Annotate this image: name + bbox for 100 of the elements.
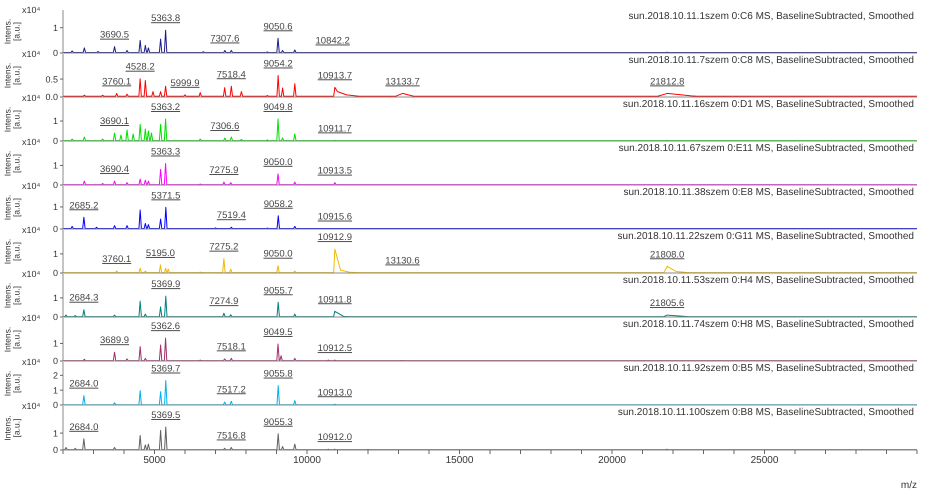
y-axis-title: Intens. [a.u.]	[2, 370, 22, 396]
y-tick-label: 1	[52, 22, 58, 33]
annotation: 10842.2	[316, 35, 350, 46]
text: x10⁴	[22, 225, 40, 235]
annotation: 3760.1	[102, 254, 132, 266]
y-axis-title: Intens. [a.u.]	[2, 106, 22, 132]
x-axis-title: m/z	[900, 480, 917, 491]
annotation: 7516.8	[216, 430, 246, 442]
x-tick-label: 20000	[598, 455, 626, 466]
annotation: 5369.5	[151, 410, 180, 421]
annotation: 9050.0	[263, 156, 293, 168]
y-axis-title: Intens. [a.u.]	[2, 282, 22, 308]
text: x10⁴	[22, 357, 40, 367]
annotation: 5363.2	[151, 102, 180, 113]
annotation: 21805.6	[650, 298, 684, 310]
y-tick-label: 0	[52, 136, 58, 146]
annotation: 3690.4	[100, 164, 130, 176]
annotation: 10911.7	[318, 123, 352, 134]
chart-title: sun.2018.10.11.100szem 0:B8 MS, BaselineSubtracted, Smoothed	[618, 407, 914, 418]
annotation: 13133.7	[385, 76, 420, 88]
y-axis-title: Intens. [a.u.]	[2, 326, 22, 352]
y-tick-label: 0.5	[45, 74, 58, 84]
y-axis-title: Intens. [a.u.]	[2, 238, 22, 264]
y-tick-label: 0	[52, 445, 58, 456]
annotation: 21808.0	[650, 249, 684, 260]
y-tick-label: 0	[52, 356, 58, 366]
annotation: 7518.1	[216, 341, 246, 352]
y-tick-label: 1	[52, 160, 58, 171]
y-tick-label: 0.0	[45, 92, 58, 102]
annotation: 7275.9	[209, 165, 238, 176]
y-tick-label: 1	[52, 385, 58, 396]
annotation: 9055.3	[264, 416, 293, 428]
chart-title: sun.2018.10.11.67szem 0:E11 MS, BaselineSubtracted, Smoothed	[618, 143, 914, 154]
annotation: 3690.5	[100, 30, 130, 41]
annotation: 7275.2	[209, 242, 238, 253]
annotation: 7306.6	[210, 121, 240, 132]
annotation: 5371.5	[151, 190, 180, 202]
y-tick-label: 0	[52, 312, 58, 322]
x-tick-label: 25000	[750, 455, 779, 466]
annotation: 5999.9	[170, 78, 200, 89]
annotation: 5363.8	[151, 13, 180, 24]
chart-title: sun.2018.10.11.7szem 0:C8 MS, BaselineSubtracted, Smoothed	[628, 55, 914, 66]
annotation: 2684.0	[69, 422, 98, 433]
annotation: 5195.0	[146, 248, 175, 259]
x-tick-label: 15000	[446, 455, 474, 466]
chart-title: sun.2018.10.11.38szem 0:E8 MS, BaselineSubtracted, Smoothed	[623, 187, 914, 198]
annotation: 3690.1	[100, 116, 130, 127]
y-axis-title: Intens. [a.u.]	[2, 62, 22, 88]
text: x10⁴	[22, 49, 40, 59]
y-axis-title: Intens. [a.u.]	[2, 415, 22, 441]
chart-title: sun.2018.10.11.22szem 0:G11 MS, BaselineSubtracted, Smoothed	[618, 231, 914, 242]
y-tick-label: 1	[52, 428, 58, 438]
annotation: 10912.9	[318, 232, 352, 244]
annotation: 9050.0	[263, 248, 293, 260]
annotation: 9049.5	[263, 326, 293, 338]
text: x10⁴	[22, 5, 40, 15]
annotation: 9055.7	[264, 285, 293, 296]
y-tick-label: 1	[52, 116, 58, 126]
annotation: 9058.2	[264, 198, 293, 210]
annotation: 9055.8	[264, 368, 293, 380]
annotation: 7519.4	[216, 210, 246, 222]
text: x10⁴	[22, 93, 40, 103]
y-tick-label: 0	[52, 48, 58, 58]
annotation: 10912.5	[318, 343, 352, 354]
x-tick-label: 10000	[293, 455, 322, 466]
annotation: 3760.1	[102, 76, 132, 88]
annotation: 10915.6	[318, 212, 352, 223]
text: x10⁴	[22, 181, 40, 191]
y-tick-label: 0	[52, 180, 58, 190]
text: x10⁴	[22, 137, 40, 147]
annotation: 9050.6	[264, 21, 293, 32]
annotation: 2685.2	[69, 200, 98, 212]
chart-title: sun.2018.10.11.16szem 0:D1 MS, BaselineSubtracted, Smoothed	[622, 99, 914, 110]
annotation: 10911.8	[318, 294, 352, 306]
annotation: 9054.2	[264, 58, 293, 70]
annotation: 7518.4	[216, 69, 246, 80]
y-tick-label: 1	[52, 338, 58, 349]
y-tick-label: 0	[52, 400, 58, 410]
annotation: 7274.9	[209, 296, 238, 308]
y-tick-label: 2	[52, 370, 58, 381]
annotation: 5369.9	[151, 279, 180, 290]
annotation: 9049.8	[263, 102, 293, 113]
annotation: 10913.7	[318, 70, 352, 82]
y-axis-title: Intens. [a.u.]	[2, 150, 22, 176]
annotation: 10913.5	[318, 166, 352, 177]
y-tick-label: 0	[52, 268, 58, 278]
chart-title: sun.2018.10.11.92szem 0:B5 MS, BaselineSubtracted, Smoothed	[623, 363, 914, 374]
y-tick-label: 0	[52, 224, 58, 234]
annotation: 13130.6	[385, 255, 420, 266]
y-tick-label: 1	[52, 293, 58, 304]
y-tick-label: 1	[52, 249, 58, 260]
x-tick-label: 5000	[143, 455, 166, 466]
annotation: 5369.7	[151, 364, 180, 375]
chart-title: sun.2018.10.11.1szem 0:C6 MS, BaselineSubtracted, Smoothed	[628, 11, 914, 22]
y-tick-label: 1	[52, 202, 58, 212]
chart-title: sun.2018.10.11.74szem 0:H8 MS, BaselineSubtracted, Smoothed	[622, 319, 914, 330]
chart-title: sun.2018.10.11.53szem 0:H4 MS, BaselineSubtracted, Smoothed	[622, 275, 914, 286]
annotation: 10913.0	[318, 387, 352, 398]
annotation: 2684.0	[69, 378, 98, 390]
text: x10⁴	[22, 269, 40, 279]
